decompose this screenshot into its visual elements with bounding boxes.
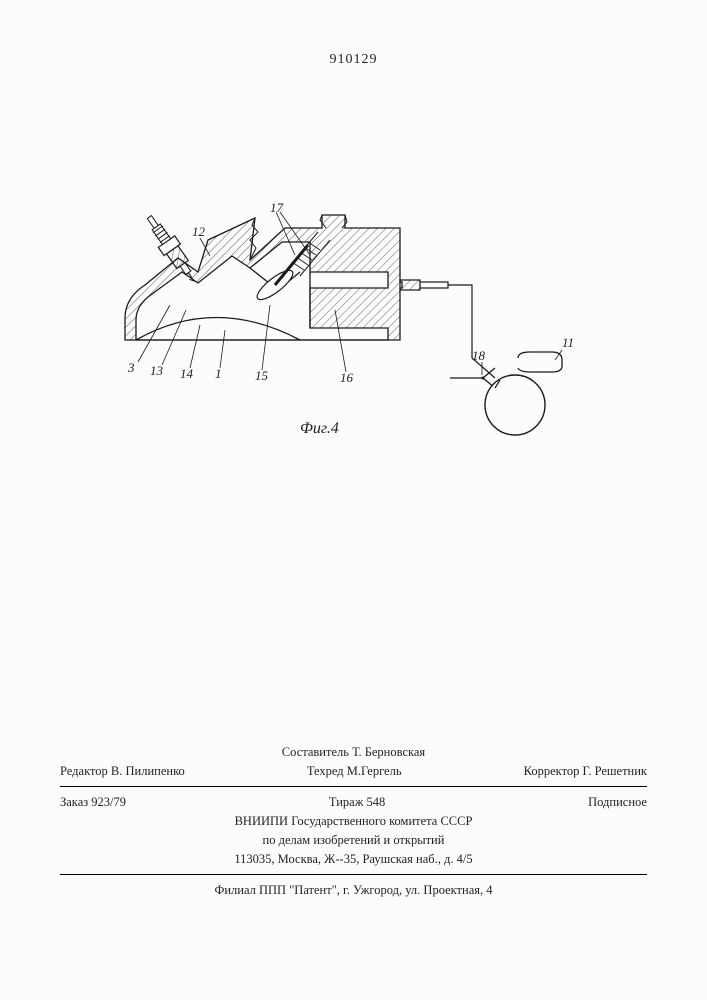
pipe-right-tip — [420, 282, 448, 288]
compiler: Составитель Т. Берновская — [282, 743, 425, 762]
combustion-dome — [136, 318, 300, 341]
org-line1: ВНИИПИ Государственного комитета СССР — [60, 812, 647, 831]
callout-17: 17 — [270, 200, 283, 216]
figure-4: 12 17 3 13 14 1 15 16 18 11 — [100, 200, 580, 450]
order-number: Заказ 923/79 — [60, 793, 126, 812]
callout-13: 13 — [150, 363, 163, 379]
filial: Филиал ППП "Патент", г. Ужгород, ул. Про… — [60, 881, 647, 900]
page: 910129 — [0, 0, 707, 1000]
tirazh: Тираж 548 — [329, 793, 385, 812]
leader-3 — [138, 305, 170, 362]
bulb-cap — [518, 352, 562, 372]
y-junction — [450, 368, 495, 388]
callout-16: 16 — [340, 370, 353, 386]
address1: 113035, Москва, Ж--35, Раушская наб., д.… — [60, 850, 647, 869]
leader-13 — [162, 310, 186, 365]
corrector: Корректор Г. Решетник — [524, 762, 647, 781]
footer-block: Составитель Т. Берновская Редактор В. Пи… — [60, 743, 647, 900]
figure-caption: Фиг.4 — [300, 420, 339, 438]
org-line2: по делам изобретений и открытий — [60, 831, 647, 850]
editor: Редактор В. Пилипенко — [60, 762, 185, 781]
leader-1 — [220, 330, 225, 368]
callout-14: 14 — [180, 366, 193, 382]
callout-15: 15 — [255, 368, 268, 384]
separator-1 — [60, 786, 647, 787]
primer-bulb — [485, 375, 545, 435]
callout-3: 3 — [128, 360, 135, 376]
subscription: Подписное — [588, 793, 647, 812]
engine-diagram-svg — [100, 200, 580, 450]
document-number: 910129 — [0, 52, 707, 68]
techred: Техред М.Гергель — [307, 762, 402, 781]
leader-14 — [190, 325, 200, 368]
pipe-right — [400, 280, 420, 290]
callout-11: 11 — [562, 335, 574, 351]
callout-12: 12 — [192, 224, 205, 240]
fuel-line — [448, 285, 495, 378]
callout-18: 18 — [472, 348, 485, 364]
separator-2 — [60, 874, 647, 875]
y-joint-dot — [482, 377, 485, 380]
leader-15 — [262, 305, 270, 370]
callout-1: 1 — [215, 366, 222, 382]
